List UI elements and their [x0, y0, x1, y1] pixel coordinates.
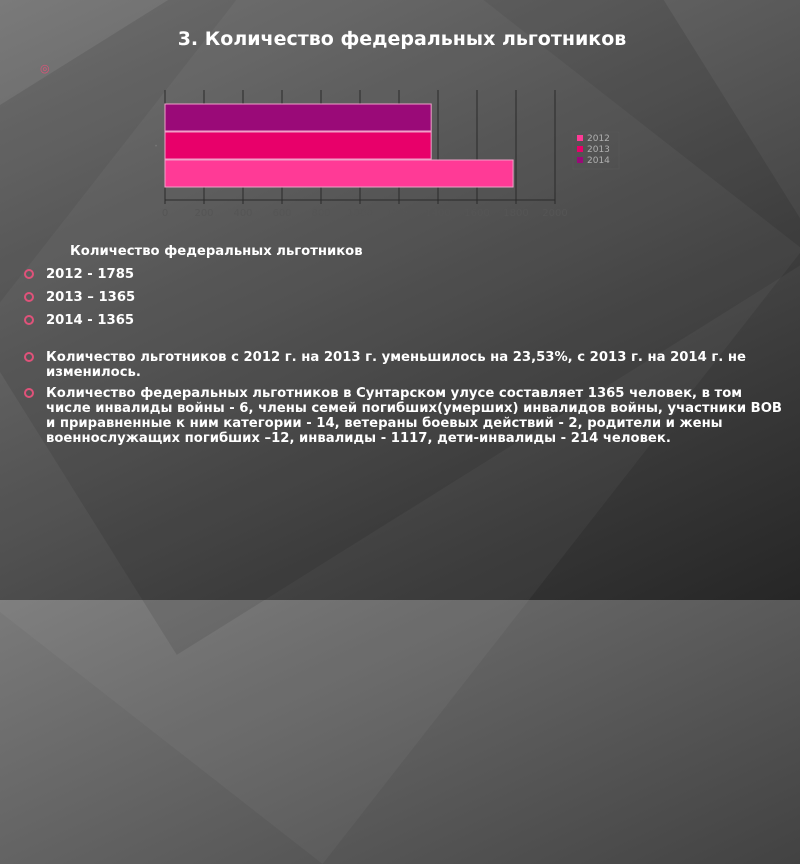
legend-swatch-2014 — [577, 157, 583, 163]
chart-x-ticks: 0 200 400 600 800 1000 1200 1400 1600 1800 2000 • — [154, 143, 568, 219]
bullet-icon — [24, 269, 34, 279]
bar-2012 — [164, 159, 514, 188]
paragraph-breakdown: Количество федеральных льготников в Сунт… — [20, 386, 788, 446]
summary-title: Количество федеральных льготников — [70, 244, 363, 259]
summary-item-2014: 2014 - 1365 — [20, 313, 788, 328]
chart-svg: 0 200 400 600 800 1000 1200 1400 1600 1800 2000 • 2… — [154, 90, 620, 219]
legend-box — [572, 131, 620, 170]
x-tick-label: 400 — [233, 208, 252, 219]
summary-item-2012: 2012 - 1785 — [20, 267, 788, 282]
x-tick-label: 1600 — [464, 208, 489, 219]
bullet-icon: ◎ — [40, 62, 50, 75]
legend-label-2014: 2014 — [587, 156, 610, 166]
summary-item-text: 2013 – 1365 — [46, 290, 136, 305]
bullet-icon — [24, 352, 34, 362]
x-tick-label: 800 — [311, 208, 330, 219]
paragraph-text: Количество льготников с 2012 г. на 2013 … — [46, 350, 746, 380]
legend-swatch-2012 — [577, 135, 583, 141]
legend-label-2013: 2013 — [587, 145, 610, 155]
bar-2014 — [164, 103, 432, 132]
bar-2013 — [164, 131, 432, 160]
y-category-label: • — [154, 143, 158, 150]
legend-swatch-2013 — [577, 146, 583, 152]
legend-label-2012: 2012 — [587, 134, 610, 144]
bullet-icon — [24, 315, 34, 325]
x-tick-label: 0 — [162, 208, 168, 219]
x-tick-label: 200 — [194, 208, 213, 219]
slide-title: 3. Количество федеральных льготников — [177, 28, 627, 50]
x-tick-label: 1400 — [425, 208, 450, 219]
x-tick-label: 1000 — [347, 208, 372, 219]
summary-item-2013: 2013 – 1365 — [20, 290, 788, 305]
bullet-icon — [24, 388, 34, 398]
bullet-icon — [24, 292, 34, 302]
slide-body: Количество федеральных льготников 2012 -… — [20, 244, 788, 452]
summary-item-text: 2012 - 1785 — [46, 267, 135, 282]
paragraph-text: Количество федеральных льготников в Сунт… — [46, 386, 782, 446]
x-tick-label: 1800 — [503, 208, 528, 219]
bar-chart: 0 200 400 600 800 1000 1200 1400 1600 1800 2000 • 2… — [150, 88, 620, 228]
paragraph-change: Количество льготников с 2012 г. на 2013 … — [20, 350, 788, 380]
summary-item-text: 2014 - 1365 — [46, 313, 135, 328]
x-tick-label: 1200 — [386, 208, 411, 219]
chart-bars — [164, 103, 514, 188]
x-tick-label: 600 — [272, 208, 291, 219]
x-tick-label: 2000 — [542, 208, 567, 219]
